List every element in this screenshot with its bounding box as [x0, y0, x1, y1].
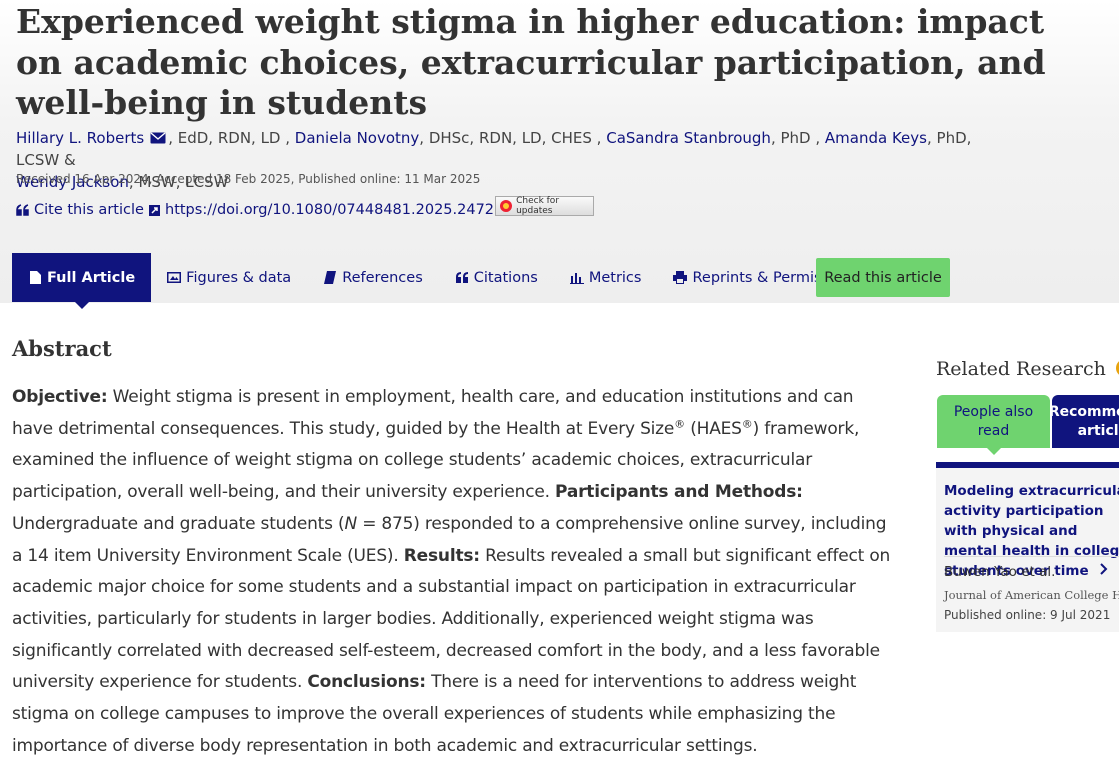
related-date: Published online: 9 Jul 2021 — [944, 608, 1111, 622]
divider — [944, 556, 1119, 557]
tab-label: Full Article — [47, 269, 136, 286]
abstract-segment: N — [344, 513, 357, 534]
abstract-text: Objective: Weight stigma is present in e… — [12, 382, 892, 762]
read-button-text: Read this article — [824, 269, 942, 286]
abstract-segment: (HAES — [684, 418, 742, 439]
tab-pointer — [987, 448, 1001, 455]
check-updates-text: Check for updates — [516, 196, 560, 216]
cite-link[interactable]: Cite this article — [16, 202, 144, 218]
tab-bar: Full Article Figures & data References Cita… — [12, 253, 875, 309]
doi-link[interactable]: https://doi.org/10.1080/07448481.2025.24… — [148, 202, 522, 218]
chevron — [1100, 563, 1108, 575]
author-credentials: , EdD, RDN, LD , — [168, 129, 291, 147]
author-credentials: , MSW, LCSW — [128, 173, 229, 191]
related-heading-text: Related Research — [936, 358, 1106, 380]
tab-icon — [324, 271, 337, 284]
abstract-segment: ) framework, examined the influence of w… — [12, 418, 860, 503]
tab-icon — [455, 272, 468, 283]
abstract-segment: There is a need for interventions to add… — [12, 672, 857, 756]
abstract-segment: Participants and Methods: — [555, 482, 803, 503]
tab-label: Figures & data — [186, 269, 292, 286]
abstract-segment: Conclusions: — [307, 672, 426, 693]
info-icon[interactable] — [1115, 359, 1119, 377]
abstract-segment: ® — [741, 417, 753, 431]
abstract-segment: ® — [674, 417, 685, 431]
link-icon — [149, 204, 160, 216]
cite-text: Cite this article — [34, 202, 144, 218]
abstract-segment: Objective: — [12, 387, 108, 407]
author-name[interactable]: CaSandra Stanbrough — [606, 129, 771, 147]
tab-icon — [569, 273, 584, 284]
email-icon[interactable] — [150, 132, 166, 144]
read-button[interactable]: Read this article — [816, 258, 950, 297]
related-title-text: Modeling extracurricular activity partic… — [944, 483, 1119, 579]
article-title: Experienced weight stigma in higher educ… — [16, 2, 1046, 122]
author-list: Hillary L. Roberts , EdD, RDN, LD , Danie… — [16, 127, 1016, 193]
article-header: Research Article Experienced weight stig… — [0, 0, 1119, 309]
quote-icon — [16, 204, 29, 216]
author-credentials: , DHSc, RDN, LD, CHES , — [419, 129, 602, 147]
author-name[interactable]: Amanda Keys — [824, 129, 927, 147]
doi-text: https://doi.org/10.1080/07448481.2025.24… — [165, 202, 522, 218]
related-card: Modeling extracurricular activity partic… — [936, 462, 1119, 632]
tab-icon — [30, 271, 41, 284]
tab-icon — [167, 272, 182, 283]
tab-active[interactable]: Full Article — [12, 253, 152, 309]
author-name[interactable]: Wendy Jackson — [16, 173, 129, 191]
abstract-segment: Weight stigma is present in employment, … — [12, 387, 854, 439]
abstract-segment: Results revealed a small but significant… — [12, 545, 891, 693]
abstract-segment: = 875) responded to a comprehensive onli… — [12, 513, 887, 566]
tab[interactable]: Figures & data — [151, 253, 307, 302]
abstract-segment: Results: — [403, 545, 480, 566]
badge-icon — [500, 200, 512, 212]
related-journal: Journal of American College Health — [944, 588, 1119, 602]
tab-icon — [673, 271, 688, 284]
publication-history: Received 16 Apr 2024, Accepted 18 Feb 20… — [16, 172, 481, 186]
tab[interactable]: References — [307, 253, 439, 302]
tab-label: References — [342, 269, 423, 286]
check-updates[interactable]: Check for updates — [495, 196, 594, 216]
related-tab-text: People also read — [953, 403, 1034, 439]
abstract-heading: Abstract — [12, 336, 112, 361]
related-title[interactable]: Modeling extracurricular activity partic… — [944, 481, 1119, 581]
related-tab[interactable]: Recommended articles — [1048, 395, 1119, 448]
abstract-segment: Undergraduate and graduate students ( — [12, 513, 345, 534]
author-credentials: , PhD , — [770, 129, 821, 147]
tab-label: Citations — [473, 269, 538, 286]
related-authors: Buwen Yao et al. — [944, 564, 1056, 580]
related-heading: Related Research — [936, 358, 1119, 380]
related-tab-active[interactable]: People also read — [937, 395, 1050, 448]
related-tab-text: Recommended articles — [1048, 403, 1119, 439]
author-credentials: , PhD, LCSW & — [16, 129, 972, 169]
tab[interactable]: Metrics — [554, 253, 658, 302]
author-name[interactable]: Hillary L. Roberts — [16, 129, 145, 147]
tab-label: Metrics — [588, 269, 642, 286]
tab[interactable]: Citations — [439, 253, 554, 302]
author-name[interactable]: Daniela Novotny — [294, 129, 420, 147]
